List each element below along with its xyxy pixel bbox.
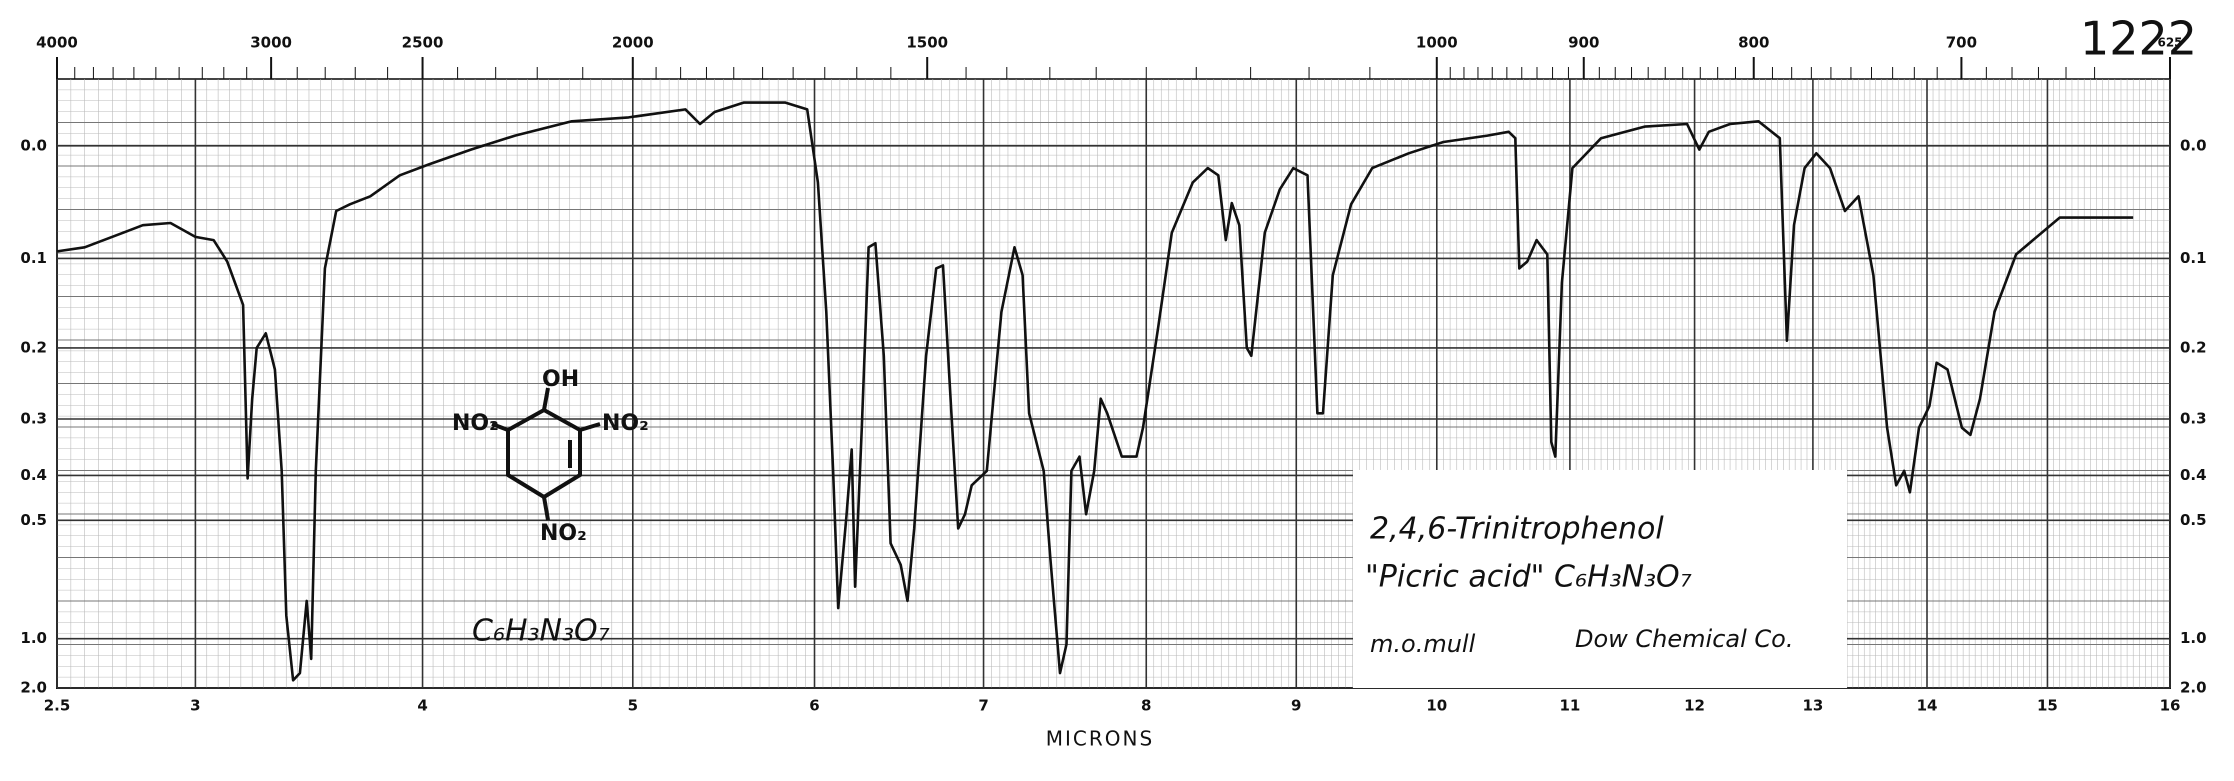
y-tick-label: 0.5 (20, 511, 47, 529)
spectrum-line (56, 101, 2134, 682)
x-tick-label: 9 (1291, 697, 1301, 715)
y-tick-label-right: 0.2 (2180, 338, 2207, 356)
x2-tick-label: 1500 (906, 34, 948, 52)
y-tick-label: 0.3 (20, 409, 47, 427)
x2-tick-label: 700 (1946, 34, 1977, 52)
x-tick-label: 5 (628, 697, 638, 715)
x-tick-label: 11 (1559, 697, 1580, 715)
x2-tick-label: 3000 (250, 34, 292, 52)
y-tick-label: 0.0 (20, 136, 47, 154)
source: Dow Chemical Co. (1575, 625, 1793, 653)
bond (542, 387, 550, 411)
x-tick-label: 2.5 (44, 697, 71, 715)
y-tick-label-right: 1.0 (2180, 629, 2207, 647)
x2-tick-label: 4000 (36, 34, 78, 52)
y-tick-label-right: 0.3 (2180, 409, 2207, 427)
compound-name: 2,4,6-Trinitrophenol (1370, 512, 1664, 547)
y-tick-label-right: 0.4 (2180, 466, 2207, 484)
x2-tick-label: 800 (1738, 34, 1769, 52)
y-tick-label-right: 0.0 (2180, 136, 2207, 154)
grid (56, 78, 2171, 689)
y-tick-label: 0.4 (20, 466, 47, 484)
x-tick-label: 16 (2160, 697, 2181, 715)
formula-note: C₆H₃N₃O₇ (472, 614, 610, 649)
bond (542, 496, 550, 521)
y-tick-label: 1.0 (20, 629, 47, 647)
x-tick-label: 7 (978, 697, 988, 715)
no2-label: NO₂ (540, 521, 587, 546)
bond (491, 422, 509, 432)
x-tick-label: 6 (809, 697, 819, 715)
bond (579, 422, 601, 432)
x-tick-label: 3 (190, 697, 200, 715)
y-tick-label-right: 2.0 (2180, 679, 2207, 697)
x-tick-label: 13 (1802, 697, 1823, 715)
no2-label: NO₂ (452, 411, 499, 436)
y-tick-label-right: 0.1 (2180, 249, 2207, 267)
no2-label: NO₂ (602, 411, 649, 436)
spectrum-number: 1222 (2080, 12, 2197, 66)
common-name: "Picric acid" C₆H₃N₃O₇ (1365, 560, 1692, 595)
x2-tick-label: 625 (2157, 36, 2182, 50)
x-tick-label: 14 (1917, 697, 1938, 715)
x2-tick-label: 900 (1568, 34, 1599, 52)
y-tick-label: 0.1 (20, 249, 47, 267)
x-axis-label: MICRONS (1046, 727, 1154, 751)
label-box (1353, 470, 1847, 688)
x-tick-label: 4 (417, 697, 427, 715)
y-tick-label: 2.0 (20, 679, 47, 697)
x2-tick-label: 2500 (402, 34, 444, 52)
y-tick-label: 0.2 (20, 338, 47, 356)
oh-label: OH (542, 367, 579, 392)
sample-prep: m.o.mull (1370, 630, 1476, 658)
x-tick-label: 10 (1426, 697, 1447, 715)
x-tick-label: 15 (2037, 697, 2058, 715)
x2-tick-label: 2000 (612, 34, 654, 52)
x2-tick-label: 1000 (1416, 34, 1458, 52)
x-tick-label: 12 (1684, 697, 1705, 715)
structure (491, 387, 601, 521)
x-tick-label: 8 (1141, 697, 1151, 715)
y-tick-label-right: 0.5 (2180, 511, 2207, 529)
